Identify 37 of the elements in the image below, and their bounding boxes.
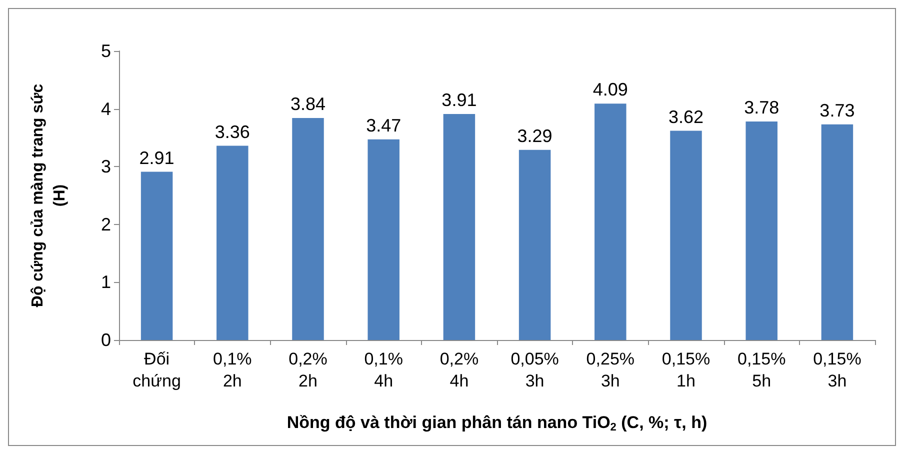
y-tick-label: 5 [100,41,111,61]
bar [594,104,626,340]
bar [216,146,248,340]
data-label: 3.84 [290,94,326,114]
data-label: 2.91 [139,148,174,168]
bar [746,122,778,340]
x-tick-label: 0,1% 4h [364,350,403,390]
x-tick-label: 0,1% 2h [213,350,252,390]
x-tick-label: Đối chứng [132,350,181,390]
x-tick-label: 0,15% 5h [738,350,786,390]
x-tick-label: 0,05% 3h [510,350,559,390]
bar [140,172,173,340]
bar [443,114,476,340]
data-label: 3.73 [820,100,855,120]
bar [821,124,854,340]
y-tick-label: 1 [100,272,111,292]
data-label: 3.47 [366,115,402,136]
data-label: 3.29 [517,126,552,146]
x-tick-label: 0,2% 4h [440,350,479,390]
y-axis-title: Độ cứng của màng trang sức (H) [30,84,68,308]
bar [292,118,324,340]
y-tick-label: 0 [100,330,111,350]
data-label: 3.78 [744,98,780,118]
x-tick-label: 0,2% 2h [288,350,328,390]
data-label: 3.62 [668,106,704,127]
data-label: 4.09 [592,80,628,100]
data-label: 3.91 [442,90,477,110]
data-label: 3.36 [214,122,250,142]
x-tick-label: 0,25% 3h [586,350,634,390]
x-tick-label: 0,15% 1h [662,350,710,390]
y-tick-label: 2 [100,214,111,234]
x-tick-label: 0,15% 3h [813,350,862,390]
y-tick-label: 4 [100,98,111,119]
y-tick-label: 3 [100,156,111,177]
bar [518,150,551,340]
bar [670,130,702,340]
bar [368,139,400,340]
